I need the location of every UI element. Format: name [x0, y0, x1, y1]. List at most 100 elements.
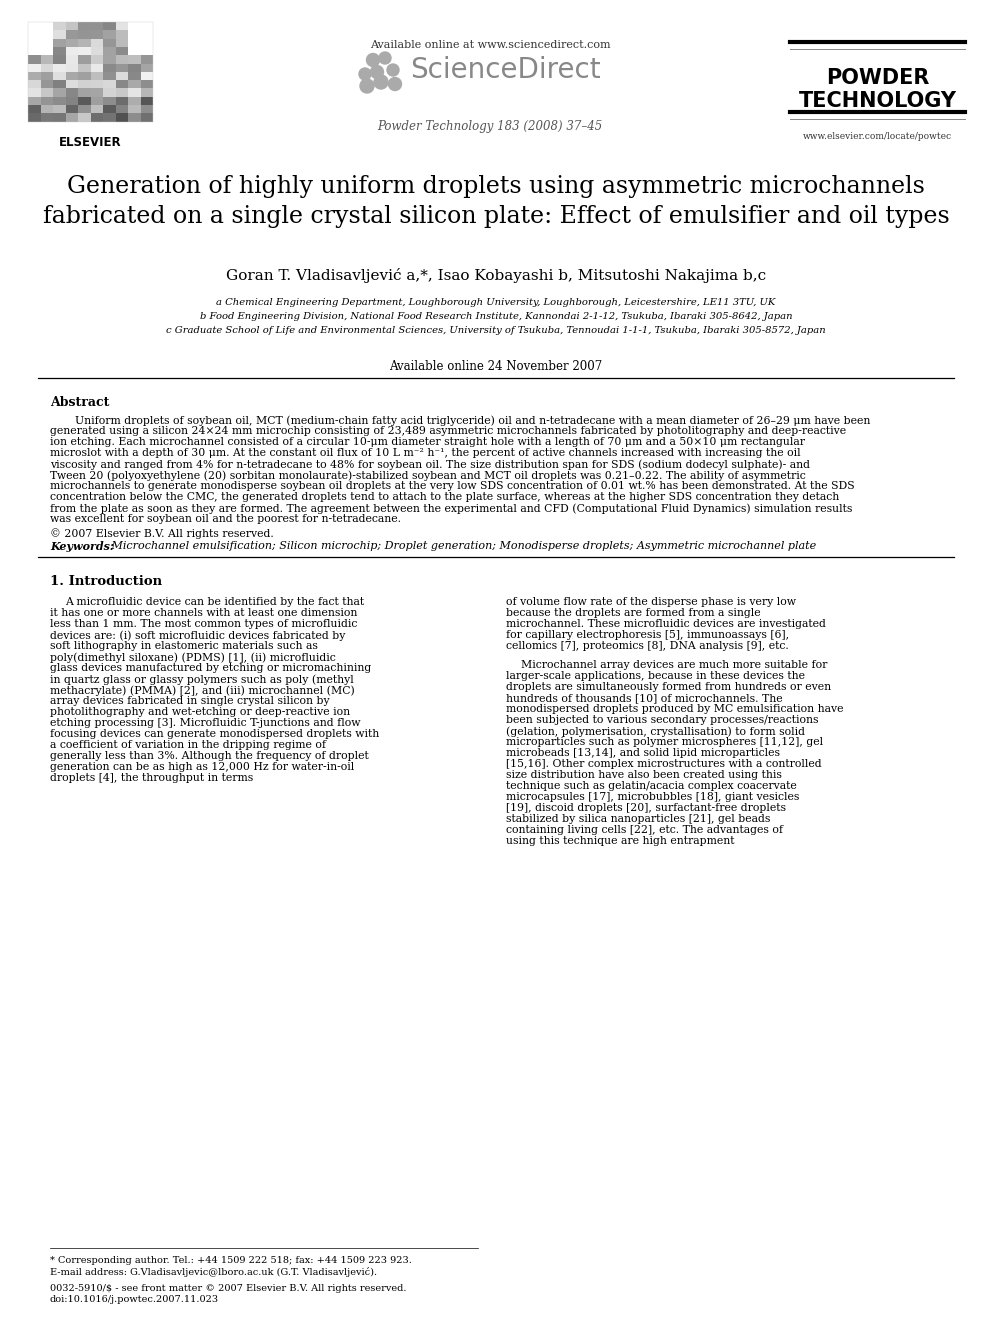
Text: Microchannel emulsification; Silicon microchip; Droplet generation; Monodisperse: Microchannel emulsification; Silicon mic…: [108, 541, 816, 550]
Bar: [141, 56, 153, 64]
Text: soft lithography in elastomeric materials such as: soft lithography in elastomeric material…: [50, 642, 317, 651]
Text: Goran T. Vladisavljević a,*, Isao Kobayashi b, Mitsutoshi Nakajima b,c: Goran T. Vladisavljević a,*, Isao Kobaya…: [226, 269, 766, 283]
Bar: [78, 46, 90, 56]
Text: A microfluidic device can be identified by the fact that: A microfluidic device can be identified …: [65, 597, 364, 607]
Bar: [53, 64, 65, 71]
Text: droplets [4], the throughput in terms: droplets [4], the throughput in terms: [50, 773, 253, 783]
Bar: [28, 114, 41, 122]
Bar: [103, 114, 115, 122]
Text: Available online 24 November 2007: Available online 24 November 2007: [390, 360, 602, 373]
Bar: [141, 30, 153, 38]
Bar: [128, 46, 141, 56]
Circle shape: [374, 75, 388, 89]
Bar: [78, 81, 90, 89]
Text: www.elsevier.com/locate/powtec: www.elsevier.com/locate/powtec: [803, 132, 952, 142]
Bar: [53, 22, 65, 30]
Bar: [90, 81, 103, 89]
Bar: [128, 97, 141, 105]
Text: doi:10.1016/j.powtec.2007.11.023: doi:10.1016/j.powtec.2007.11.023: [50, 1295, 219, 1304]
Bar: [41, 46, 53, 56]
Bar: [141, 89, 153, 97]
Bar: [103, 30, 115, 38]
Text: 1. Introduction: 1. Introduction: [50, 576, 162, 587]
Bar: [90, 30, 103, 38]
Bar: [115, 56, 128, 64]
Text: microcapsules [17], microbubbles [18], giant vesicles: microcapsules [17], microbubbles [18], g…: [506, 792, 800, 802]
Bar: [141, 38, 153, 46]
Text: of volume flow rate of the disperse phase is very low: of volume flow rate of the disperse phas…: [506, 597, 796, 607]
Circle shape: [389, 78, 402, 90]
Bar: [115, 71, 128, 81]
Text: Available online at www.sciencedirect.com: Available online at www.sciencedirect.co…: [370, 40, 610, 50]
Bar: [141, 46, 153, 56]
Bar: [28, 71, 41, 81]
Text: [15,16]. Other complex microstructures with a controlled: [15,16]. Other complex microstructures w…: [506, 759, 821, 769]
Bar: [115, 105, 128, 114]
Bar: [28, 81, 41, 89]
Bar: [53, 105, 65, 114]
Text: stabilized by silica nanoparticles [21], gel beads: stabilized by silica nanoparticles [21],…: [506, 814, 771, 824]
Bar: [53, 56, 65, 64]
Bar: [28, 105, 41, 114]
Text: size distribution have also been created using this: size distribution have also been created…: [506, 770, 782, 781]
Bar: [53, 81, 65, 89]
Circle shape: [379, 52, 391, 64]
Text: microchannels to generate monodisperse soybean oil droplets at the very low SDS : microchannels to generate monodisperse s…: [50, 482, 855, 491]
Bar: [128, 38, 141, 46]
Bar: [141, 97, 153, 105]
Bar: [78, 38, 90, 46]
Bar: [90, 89, 103, 97]
Bar: [103, 81, 115, 89]
Bar: [90, 97, 103, 105]
Circle shape: [366, 53, 380, 66]
Bar: [128, 22, 141, 30]
Bar: [128, 56, 141, 64]
Bar: [65, 114, 78, 122]
Text: microchannel. These microfluidic devices are investigated: microchannel. These microfluidic devices…: [506, 619, 826, 628]
Bar: [115, 114, 128, 122]
Bar: [103, 97, 115, 105]
Text: b Food Engineering Division, National Food Research Institute, Kannondai 2-1-12,: b Food Engineering Division, National Fo…: [199, 312, 793, 321]
Bar: [78, 71, 90, 81]
Bar: [41, 89, 53, 97]
Text: containing living cells [22], etc. The advantages of: containing living cells [22], etc. The a…: [506, 826, 783, 835]
Bar: [78, 105, 90, 114]
Bar: [65, 89, 78, 97]
Bar: [28, 46, 41, 56]
Text: been subjected to various secondary processes/reactions: been subjected to various secondary proc…: [506, 714, 818, 725]
Bar: [53, 89, 65, 97]
Text: c Graduate School of Life and Environmental Sciences, University of Tsukuba, Ten: c Graduate School of Life and Environmen…: [166, 325, 826, 335]
Bar: [90, 56, 103, 64]
Text: * Corresponding author. Tel.: +44 1509 222 518; fax: +44 1509 223 923.: * Corresponding author. Tel.: +44 1509 2…: [50, 1256, 412, 1265]
Text: Tween 20 (polyoxyethylene (20) sorbitan monolaurate)-stabilized soybean and MCT : Tween 20 (polyoxyethylene (20) sorbitan …: [50, 470, 806, 480]
Bar: [141, 105, 153, 114]
Bar: [65, 64, 78, 71]
Circle shape: [387, 64, 399, 75]
Bar: [41, 97, 53, 105]
Bar: [115, 97, 128, 105]
Text: generated using a silicon 24×24 mm microchip consisting of 23,489 asymmetric mic: generated using a silicon 24×24 mm micro…: [50, 426, 846, 437]
Text: microparticles such as polymer microspheres [11,12], gel: microparticles such as polymer microsphe…: [506, 737, 823, 747]
Bar: [141, 114, 153, 122]
Bar: [90, 38, 103, 46]
Bar: [65, 22, 78, 30]
Bar: [28, 38, 41, 46]
Bar: [41, 22, 53, 30]
Bar: [78, 114, 90, 122]
Text: a Chemical Engineering Department, Loughborough University, Loughborough, Leices: a Chemical Engineering Department, Lough…: [216, 298, 776, 307]
Bar: [41, 38, 53, 46]
Bar: [53, 38, 65, 46]
Bar: [115, 46, 128, 56]
Bar: [65, 30, 78, 38]
Bar: [128, 30, 141, 38]
Text: POWDER: POWDER: [825, 67, 930, 89]
Text: because the droplets are formed from a single: because the droplets are formed from a s…: [506, 609, 761, 618]
Text: etching processing [3]. Microfluidic T-junctions and flow: etching processing [3]. Microfluidic T-j…: [50, 718, 360, 728]
Bar: [90, 46, 103, 56]
Text: cellomics [7], proteomics [8], DNA analysis [9], etc.: cellomics [7], proteomics [8], DNA analy…: [506, 642, 789, 651]
Bar: [28, 97, 41, 105]
Text: less than 1 mm. The most common types of microfluidic: less than 1 mm. The most common types of…: [50, 619, 357, 628]
Text: concentration below the CMC, the generated droplets tend to attach to the plate : concentration below the CMC, the generat…: [50, 492, 839, 501]
Bar: [90, 22, 103, 30]
Bar: [141, 64, 153, 71]
